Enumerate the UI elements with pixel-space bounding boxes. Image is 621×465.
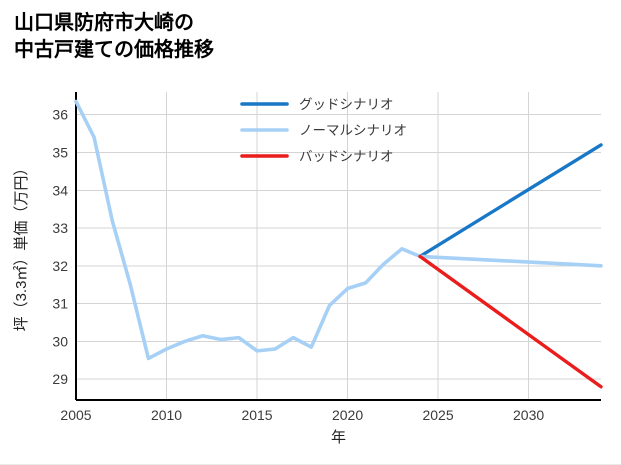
y-tick-label: 30 <box>52 333 68 349</box>
y-tick-label: 35 <box>52 144 68 160</box>
legend-label-0: グッドシナリオ <box>299 97 394 112</box>
x-axis-title: 年 <box>331 429 346 446</box>
y-tick-label: 34 <box>52 182 68 198</box>
x-tick-label: 2030 <box>513 407 544 423</box>
x-tick-label: 2010 <box>151 407 182 423</box>
y-tick-label: 31 <box>52 296 68 312</box>
y-tick-label: 32 <box>52 258 68 274</box>
y-tick-label: 29 <box>52 371 68 387</box>
y-axis-title: 坪（3.3㎡）単価（万円） <box>13 161 30 332</box>
x-axis-ticks: 2005 2010 2015 2020 2025 2030 <box>60 407 544 423</box>
y-axis-ticks: 29 30 31 32 33 34 35 36 <box>52 107 68 388</box>
legend-label-2: バッドシナリオ <box>299 149 394 164</box>
x-tick-label: 2020 <box>332 407 363 423</box>
plot-frame <box>74 92 601 402</box>
y-tick-label: 36 <box>52 107 68 123</box>
series-line-2 <box>418 254 603 389</box>
series-line-1 <box>74 99 603 361</box>
x-tick-label: 2025 <box>422 407 453 423</box>
series-lines <box>74 99 603 389</box>
series-line-0 <box>418 143 603 259</box>
x-tick-label: 2015 <box>241 407 272 423</box>
gridlines <box>76 92 601 400</box>
x-tick-label: 2005 <box>60 407 91 423</box>
legend-label-1: ノーマルシナリオ <box>299 123 407 138</box>
page-title: 山口県防府市大崎の 中古戸建ての価格推移 <box>14 12 214 61</box>
y-tick-label: 33 <box>52 220 68 236</box>
